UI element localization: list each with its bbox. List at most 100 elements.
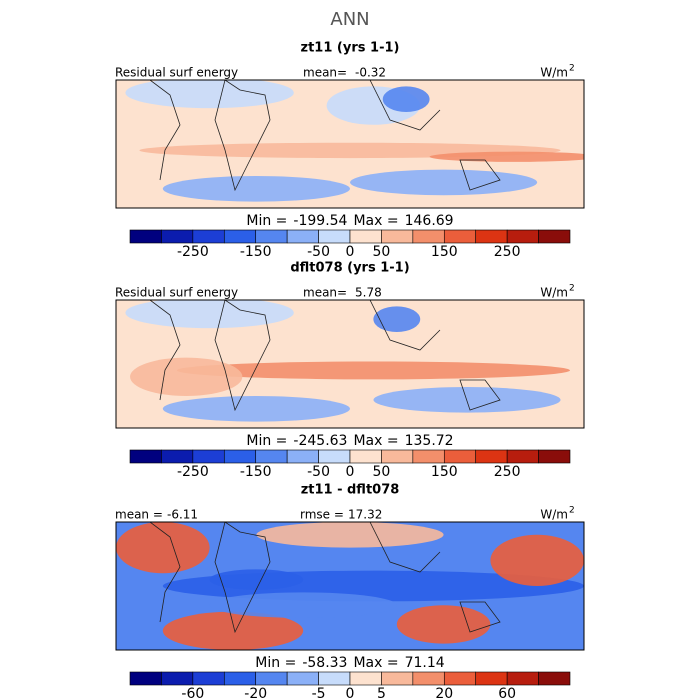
colorbar-box xyxy=(443,449,477,464)
colorbar-box xyxy=(318,229,351,244)
map-frame xyxy=(115,79,585,209)
colorbar-tick-label: 50 xyxy=(373,464,391,480)
map xyxy=(116,522,584,650)
map-field xyxy=(125,80,294,109)
colorbar-box xyxy=(381,229,414,244)
colorbar-box xyxy=(286,671,319,686)
colorbar-box xyxy=(318,671,351,686)
colorbar-box xyxy=(318,449,351,464)
colorbar-tick-label: 250 xyxy=(494,464,521,480)
min-max: Min = -199.54 Max = 146.69 xyxy=(246,213,453,229)
mean-value: -0.32 xyxy=(355,66,386,80)
colorbar-box xyxy=(192,449,225,464)
colorbar-tick-label: 60 xyxy=(498,686,516,700)
max-value: 71.14 xyxy=(405,655,445,671)
colorbar-tick-label: -250 xyxy=(177,244,209,260)
map-field xyxy=(162,176,350,202)
map-field xyxy=(209,569,304,590)
colorbar-tick-label: 150 xyxy=(431,244,458,260)
map-field xyxy=(116,522,210,574)
colorbar-tick-label: -50 xyxy=(307,464,330,480)
mean-value: -6.11 xyxy=(167,508,198,522)
mean-label: mean= xyxy=(303,286,347,300)
min-value: -245.63 xyxy=(293,433,347,449)
rmse-value: 17.32 xyxy=(348,508,382,522)
colorbar-tick-label: 250 xyxy=(494,244,521,260)
coastline xyxy=(149,80,181,181)
map-frame xyxy=(115,299,585,429)
max-value: 146.69 xyxy=(405,213,454,229)
map xyxy=(116,80,584,208)
colorbar-tick-label: 150 xyxy=(431,464,458,480)
colorbar-box xyxy=(538,449,571,464)
colorbar-box xyxy=(506,449,539,464)
min-max: Min = -245.63 Max = 135.72 xyxy=(246,433,453,449)
rmse-label: rmse = xyxy=(300,508,344,522)
colorbar-tick-label: 20 xyxy=(435,686,453,700)
colorbar-box xyxy=(349,229,382,244)
colorbar-tick-label: 0 xyxy=(346,686,355,700)
map-frame xyxy=(115,521,585,651)
colorbar-tick-label: 50 xyxy=(373,244,391,260)
map-field xyxy=(490,534,584,587)
min-label: Min = xyxy=(246,433,287,449)
coastline xyxy=(459,159,501,191)
colorbar-box xyxy=(161,671,194,686)
map-field xyxy=(382,86,430,112)
colorbar-box xyxy=(161,449,194,464)
colorbar-box xyxy=(412,671,445,686)
colorbar-box xyxy=(538,671,571,686)
colorbar-box xyxy=(223,671,257,686)
colorbar-box xyxy=(255,229,288,244)
coastline xyxy=(214,522,271,634)
min-label: Min = xyxy=(246,213,287,229)
map-field xyxy=(209,592,397,618)
colorbar-tick-label: 5 xyxy=(377,686,386,700)
colorbar-box xyxy=(506,229,539,244)
coastline xyxy=(369,300,441,351)
colorbar-box xyxy=(443,229,477,244)
colorbar-box xyxy=(255,671,288,686)
panel-title: zt11 - dflt078 xyxy=(301,483,400,498)
colorbar-box xyxy=(255,449,288,464)
map-field xyxy=(162,396,350,422)
coastline xyxy=(149,522,181,623)
colorbar-tick-label: -50 xyxy=(307,244,330,260)
colorbar-box xyxy=(349,449,382,464)
colorbar-tick-label: -150 xyxy=(240,244,272,260)
units: W/m xyxy=(540,66,568,80)
coastline xyxy=(369,80,441,131)
colorbar-box xyxy=(475,671,508,686)
mean-label: mean = xyxy=(115,508,163,522)
coastline xyxy=(459,601,501,633)
map-field xyxy=(125,300,294,329)
min-max: Min = -58.33 Max = 71.14 xyxy=(255,655,444,671)
colorbar-box xyxy=(349,671,382,686)
colorbar-box xyxy=(475,449,508,464)
colorbar-box xyxy=(538,229,571,244)
units: W/m xyxy=(540,508,568,522)
colorbar-tick-label: -60 xyxy=(181,686,204,700)
colorbar-box xyxy=(475,229,508,244)
units-sup: 2 xyxy=(569,64,575,74)
coastline xyxy=(369,522,441,573)
panel-title: zt11 (yrs 1-1) xyxy=(301,41,400,56)
map-field xyxy=(350,169,538,196)
colorbar-box xyxy=(412,229,445,244)
map-field xyxy=(373,306,421,333)
colorbar-box xyxy=(129,449,162,464)
colorbar-box xyxy=(192,671,225,686)
max-value: 135.72 xyxy=(405,433,454,449)
colorbar-tick-label: -250 xyxy=(177,464,209,480)
colorbar-tick-label: 0 xyxy=(346,244,355,260)
mean-label: mean= xyxy=(303,66,347,80)
coastline xyxy=(149,300,181,401)
field-label: Residual surf energy xyxy=(115,66,238,80)
colorbar-box xyxy=(192,229,225,244)
colorbar-box xyxy=(286,449,319,464)
field-label: Residual surf energy xyxy=(115,286,238,300)
map-field xyxy=(176,361,570,380)
colorbar-box xyxy=(412,449,445,464)
units-sup: 2 xyxy=(569,284,575,294)
units-sup: 2 xyxy=(569,506,575,516)
